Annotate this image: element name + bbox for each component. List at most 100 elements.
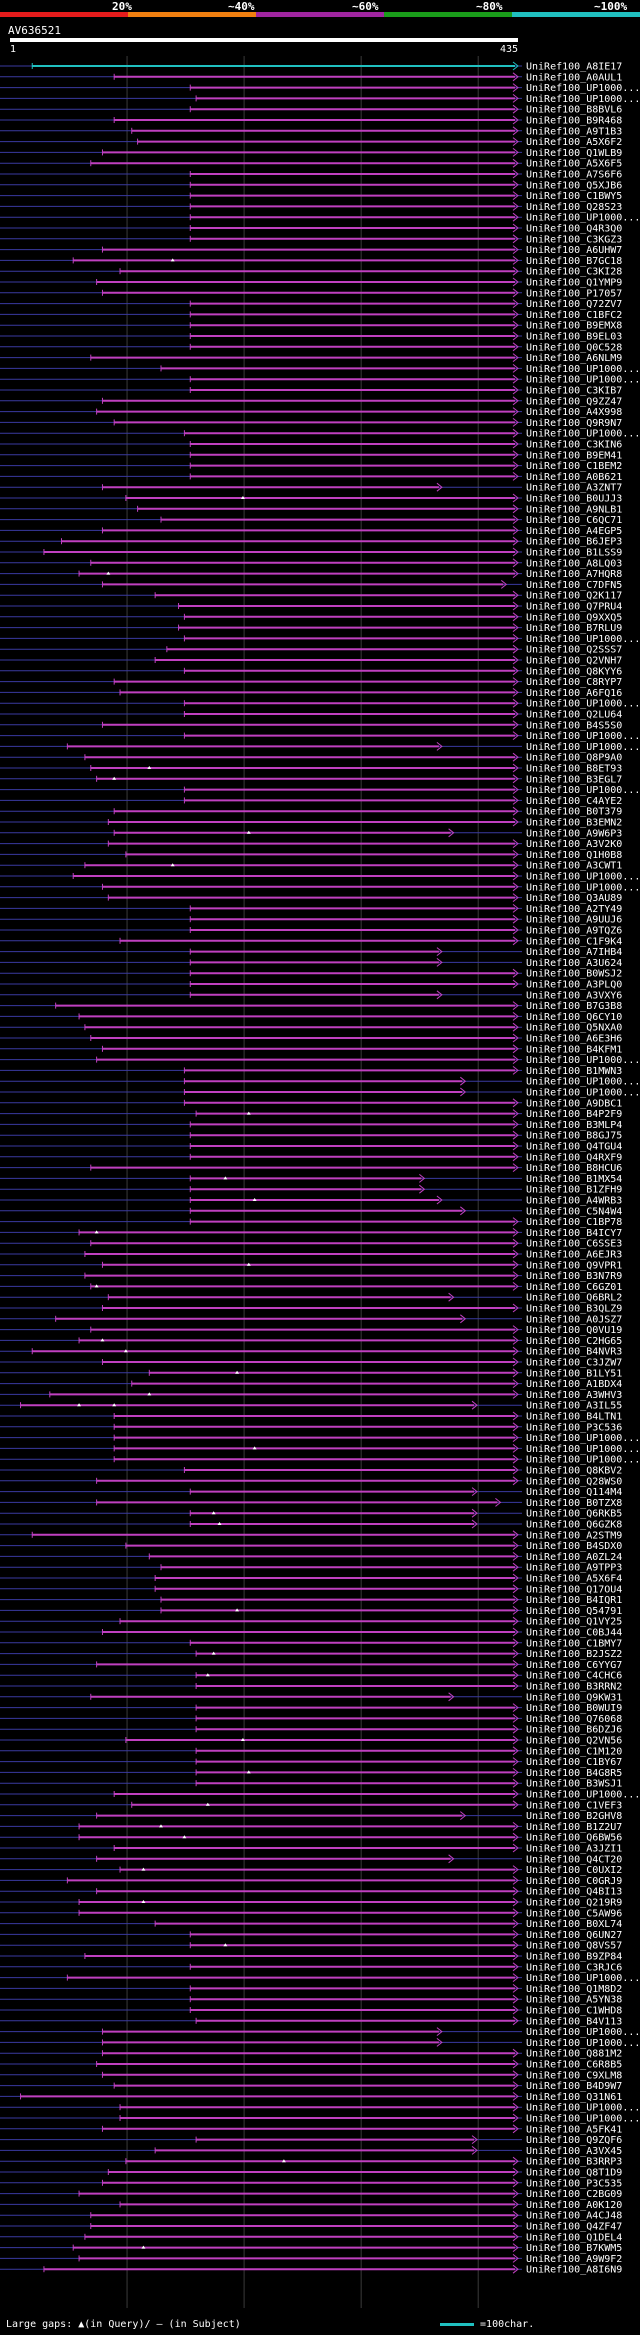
hit-end-arrow	[512, 1843, 519, 1853]
hit-end-arrow	[512, 1746, 519, 1756]
hit-label: UniRef100_A6EJR3	[526, 1250, 622, 1261]
hit-end-arrow	[512, 558, 519, 568]
hit-label: UniRef100_A8LQ03	[526, 558, 622, 569]
hit-end-arrow	[512, 461, 519, 470]
hit-label: UniRef100_A3CWT1	[526, 861, 622, 872]
hit-end-arrow	[512, 2113, 519, 2123]
legend-swatch	[128, 12, 256, 17]
legend-label-40: ~40%	[228, 0, 255, 13]
hit-end-arrow	[512, 763, 519, 773]
hit-label: UniRef100_A3VX45	[526, 2146, 622, 2157]
hit-end-arrow	[512, 1379, 519, 1388]
hit-label: UniRef100_Q76068	[526, 1714, 622, 1725]
hit-end-arrow	[512, 493, 519, 503]
hit-end-arrow	[512, 2254, 519, 2263]
hit-end-arrow	[512, 428, 519, 438]
hit-end-arrow	[512, 1962, 519, 1972]
hit-label: UniRef100_Q8VS57	[526, 1941, 622, 1952]
hit-label: UniRef100_A9UUJ6	[526, 915, 622, 926]
hit-end-arrow	[471, 2135, 478, 2144]
hit-label: UniRef100_A5FK41	[526, 2124, 622, 2135]
hit-end-arrow	[512, 1940, 519, 1950]
hit-end-arrow	[512, 223, 519, 233]
identity-color-legend: 20% ~40% ~60% ~80% ~100%	[0, 0, 640, 30]
legend-label-80: ~80%	[476, 0, 503, 13]
hit-end-arrow	[471, 1508, 478, 1518]
hit-label: UniRef100_A6NLM9	[526, 353, 622, 364]
hit-label: UniRef100_B0UJJ3	[526, 494, 622, 505]
hit-end-arrow	[512, 212, 519, 222]
hit-label: UniRef100_Q4RXF9	[526, 1152, 622, 1163]
hit-label: UniRef100_A5X6F5	[526, 159, 622, 170]
hit-end-arrow	[512, 850, 519, 859]
hit-label: UniRef100_B4S5S0	[526, 720, 622, 731]
gap-marker	[246, 1770, 251, 1774]
hit-label: UniRef100_Q4CT20	[526, 1854, 622, 1865]
hit-label: UniRef100_A9T1B3	[526, 126, 622, 137]
hit-end-arrow	[512, 2221, 519, 2231]
hit-label: UniRef100_B3QLZ9	[526, 1304, 622, 1315]
gap-marker	[217, 1522, 222, 1525]
hit-end-arrow	[512, 1832, 519, 1842]
hit-end-arrow	[512, 893, 519, 902]
hit-label: UniRef100_C0UXI2	[526, 1865, 622, 1876]
hit-label: UniRef100_B0TZX8	[526, 1498, 622, 1509]
hit-end-arrow	[512, 688, 519, 697]
hit-label: UniRef100_C3KIN6	[526, 440, 622, 451]
hit-end-arrow	[512, 655, 519, 665]
hit-label: UniRef100_C6GZ01	[526, 1282, 622, 1293]
hit-label: UniRef100_A2STM9	[526, 1530, 622, 1541]
hit-end-arrow	[512, 1152, 519, 1162]
hit-end-arrow	[512, 860, 519, 870]
hit-label: UniRef100_Q31N61	[526, 2092, 622, 2103]
hit-label: UniRef100_Q1H0B8	[526, 850, 622, 861]
hit-label: UniRef100_A0AUL1	[526, 72, 622, 83]
hit-label: UniRef100_A0JSZ7	[526, 1314, 622, 1325]
hit-label: UniRef100_A9DBC1	[526, 1098, 622, 1109]
gap-marker	[240, 496, 245, 499]
hit-label: UniRef100_B2JSZ2	[526, 1649, 622, 1660]
hit-label: UniRef100_C1M120	[526, 1746, 622, 1757]
hit-label: UniRef100_A7HQR8	[526, 569, 622, 580]
hit-end-arrow	[512, 1109, 519, 1118]
hit-label: UniRef100_B6DZJ6	[526, 1725, 622, 1736]
hit-end-arrow	[512, 374, 519, 384]
hit-label: UniRef100_P3C535	[526, 2178, 622, 2189]
hit-label: UniRef100_B0WUI9	[526, 1703, 622, 1714]
hit-label: UniRef100_UP1000...	[526, 1444, 640, 1455]
hit-label: UniRef100_P17057	[526, 288, 622, 299]
hit-label: UniRef100_UP1000...	[526, 429, 640, 440]
hit-label: UniRef100_UP1000...	[526, 1790, 640, 1801]
hit-label: UniRef100_C3KI28	[526, 267, 622, 278]
hit-end-arrow	[512, 1897, 519, 1907]
hit-label: UniRef100_B7KWM5	[526, 2243, 622, 2254]
footer-gaps-legend: Large gaps: ▲(in Query)/ — (in Subject)	[6, 2319, 241, 2330]
hit-end-arrow	[512, 731, 519, 740]
hit-label: UniRef100_UP1000...	[526, 634, 640, 645]
hit-end-arrow	[512, 83, 519, 92]
hit-label: UniRef100_C1BFC2	[526, 310, 622, 321]
hit-end-arrow	[512, 1141, 519, 1151]
hit-end-arrow	[512, 1994, 519, 2004]
hit-label: UniRef100_UP1000...	[526, 1088, 640, 1099]
hit-label: UniRef100_A6FQ16	[526, 688, 622, 699]
hit-label: UniRef100_UP1000...	[526, 742, 640, 753]
hit-label: UniRef100_C7DFN5	[526, 580, 622, 591]
hit-label: UniRef100_Q9KW31	[526, 1692, 622, 1703]
hit-label: UniRef100_C1BEM2	[526, 461, 622, 472]
hit-label: UniRef100_UP1000...	[526, 1973, 640, 1984]
hit-end-arrow	[512, 1638, 519, 1648]
hit-end-arrow	[512, 1390, 519, 1399]
hit-label: UniRef100_C1F9K4	[526, 936, 622, 947]
hit-label: UniRef100_Q9ZZ47	[526, 396, 622, 407]
hit-label: UniRef100_UP1000...	[526, 785, 640, 796]
hit-end-arrow	[512, 1908, 519, 1918]
hit-end-arrow	[512, 1930, 519, 1939]
hit-label: UniRef100_Q2VN56	[526, 1736, 622, 1747]
hit-label: UniRef100_C6R8B5	[526, 2060, 622, 2071]
query-title: AV636521	[8, 24, 61, 37]
hit-end-arrow	[436, 1195, 443, 1205]
hit-end-arrow	[512, 126, 519, 136]
hit-end-arrow	[512, 785, 519, 794]
hit-end-arrow	[512, 72, 519, 82]
